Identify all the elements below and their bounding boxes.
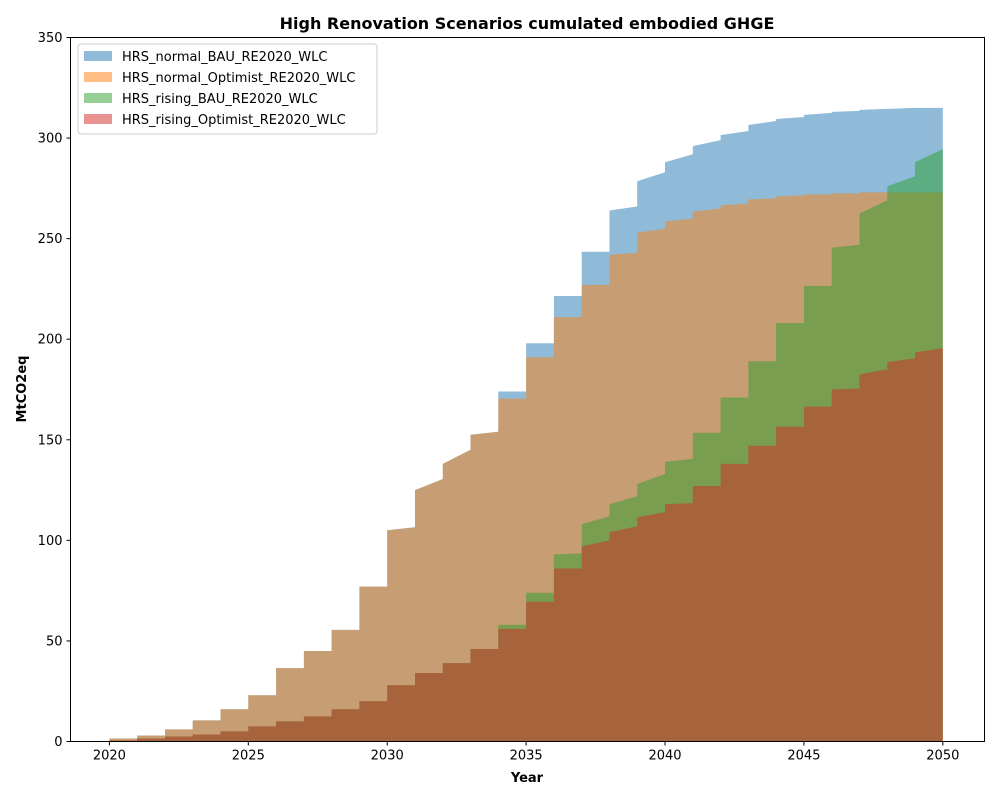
legend-items: HRS_normal_BAU_RE2020_WLC HRS_normal_Opti… — [84, 50, 355, 128]
legend-swatch-3 — [84, 93, 112, 103]
legend-swatch-1 — [84, 51, 112, 61]
legend: HRS_normal_BAU_RE2020_WLC HRS_normal_Opti… — [77, 43, 378, 135]
legend-label-4: HRS_rising_Optimist_RE2020_WLC — [122, 113, 346, 128]
y-tick-label: 250 — [38, 232, 63, 247]
y-tick-label: 350 — [38, 31, 63, 46]
y-tick-label: 200 — [38, 333, 63, 348]
y-tick-label: 100 — [38, 534, 63, 549]
x-tick-label: 2050 — [926, 749, 959, 764]
x-tick-label: 2045 — [787, 749, 820, 764]
x-axis-ticks: 2020 2025 2030 2035 2040 2045 2050 — [93, 741, 959, 764]
y-tick-label: 150 — [38, 433, 63, 448]
x-tick-label: 2035 — [510, 749, 543, 764]
legend-swatch-4 — [84, 114, 112, 124]
chart-title: High Renovation Scenarios cumulated embo… — [280, 14, 775, 33]
legend-swatch-2 — [84, 72, 112, 82]
area-series-4 — [109, 348, 943, 742]
legend-label-3: HRS_rising_BAU_RE2020_WLC — [122, 92, 318, 107]
x-tick-label: 2040 — [648, 749, 681, 764]
x-tick-label: 2020 — [93, 749, 126, 764]
legend-frame — [77, 43, 378, 135]
y-tick-label: 0 — [54, 735, 62, 750]
y-axis-label: MtCO2eq — [15, 356, 30, 423]
y-tick-label: 50 — [46, 634, 63, 649]
series-layer — [109, 107, 943, 742]
x-tick-label: 2030 — [371, 749, 404, 764]
y-axis-ticks: 0 50 100 150 200 250 300 350 — [38, 31, 71, 750]
x-axis-label: Year — [510, 771, 544, 786]
plot-frame — [70, 37, 985, 742]
y-tick-label: 300 — [38, 132, 63, 147]
legend-label-1: HRS_normal_BAU_RE2020_WLC — [122, 50, 327, 65]
legend-label-2: HRS_normal_Optimist_RE2020_WLC — [122, 71, 355, 86]
x-tick-label: 2025 — [232, 749, 265, 764]
